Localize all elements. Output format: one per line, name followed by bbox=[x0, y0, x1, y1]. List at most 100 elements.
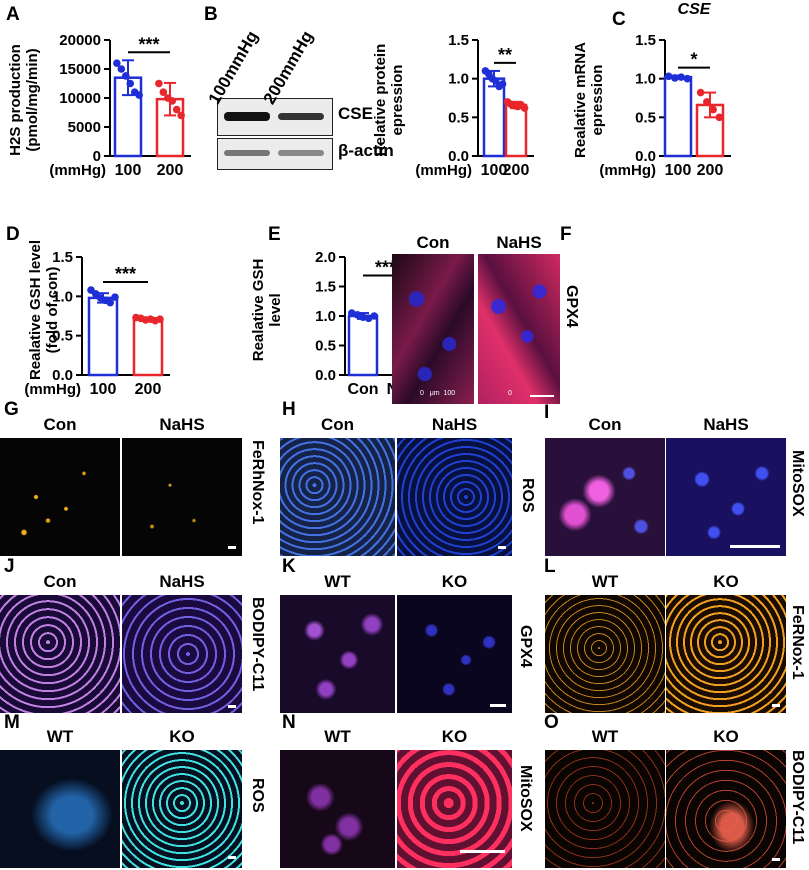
panel-letter-i: I bbox=[544, 402, 549, 423]
panel-j-header-1: Con bbox=[43, 572, 77, 591]
data-point bbox=[498, 80, 507, 88]
panel-k-scale-bar bbox=[490, 704, 506, 707]
data-point bbox=[715, 113, 724, 122]
y-tick-label: 1.0 bbox=[448, 71, 469, 88]
y-tick-label: 0.0 bbox=[448, 148, 469, 165]
y-axis-label-line: Realative GSH bbox=[250, 259, 267, 362]
data-point bbox=[126, 79, 135, 88]
panel-f-image-2 bbox=[478, 254, 560, 404]
bar bbox=[155, 97, 185, 158]
blot-band-label-cse: CSE bbox=[338, 104, 373, 123]
panel-l-header-1: WT bbox=[591, 572, 619, 591]
panel-m-header-1: WT bbox=[46, 727, 74, 746]
x-axis-label: (mmHg) bbox=[415, 162, 472, 179]
bar bbox=[347, 314, 379, 377]
panel-letter-j: J bbox=[4, 556, 15, 577]
panel-m-scale-bar bbox=[228, 856, 236, 859]
panel-n-header-1: WT bbox=[324, 727, 351, 746]
x-category-label: 200 bbox=[157, 162, 184, 179]
panel-k-image-1 bbox=[280, 595, 395, 713]
panel-letter-n: N bbox=[282, 712, 296, 733]
x-category-label: 100 bbox=[115, 162, 142, 179]
x-category-label: 100 bbox=[665, 162, 692, 179]
panel-o-header-1: WT bbox=[591, 727, 619, 746]
panel-h-header-2: NaHS bbox=[431, 415, 478, 434]
data-point bbox=[177, 111, 185, 120]
panel-f-header-1: Con bbox=[416, 233, 450, 252]
x-axis-label: (mmHg) bbox=[599, 162, 656, 179]
y-tick-label: 0.5 bbox=[635, 109, 656, 126]
panel-f-scale-text: 0 μm 100 bbox=[420, 390, 456, 397]
data-point bbox=[106, 298, 114, 307]
data-point bbox=[703, 98, 711, 106]
y-tick-label: 1.5 bbox=[448, 32, 469, 49]
y-axis-label: Relative proteinepression bbox=[372, 44, 406, 157]
panel-k-side-label: GPX4 bbox=[517, 625, 534, 668]
panel-n-side-label: MitoSOX bbox=[517, 765, 534, 832]
data-point bbox=[113, 59, 121, 67]
data-point bbox=[155, 79, 163, 88]
panel-g-image-1 bbox=[0, 438, 120, 556]
panel-g-side-label: FeRhNox-1 bbox=[249, 440, 266, 525]
data-point bbox=[671, 74, 679, 82]
y-axis-label-line: epression bbox=[389, 65, 406, 136]
panel-letter-o: O bbox=[544, 712, 559, 733]
bar bbox=[87, 296, 119, 377]
significance-label: *** bbox=[138, 34, 159, 54]
y-tick-label: 1.5 bbox=[52, 249, 73, 266]
y-tick-label: 0.0 bbox=[635, 148, 656, 165]
panel-n-image-2 bbox=[397, 750, 512, 868]
data-point bbox=[683, 74, 692, 83]
significance-label: *** bbox=[115, 264, 136, 284]
x-category-label: Con bbox=[347, 381, 378, 398]
panel-l-image-1 bbox=[545, 595, 665, 713]
y-tick-label: 1.0 bbox=[315, 308, 336, 325]
panel-g-image-2 bbox=[122, 438, 242, 556]
data-point bbox=[156, 315, 164, 323]
panel-m-image-2 bbox=[122, 750, 242, 868]
panel-letter-a: A bbox=[6, 4, 20, 25]
panel-h-scale-bar bbox=[498, 546, 506, 549]
panel-letter-l: L bbox=[544, 556, 556, 577]
panel-letter-k: K bbox=[282, 556, 296, 577]
panel-h-image-1 bbox=[280, 438, 395, 556]
panel-letter-h: H bbox=[282, 399, 296, 420]
panel-o-image-1 bbox=[545, 750, 665, 868]
y-axis-label-line: H2S production bbox=[7, 44, 24, 156]
panel-i-image-1 bbox=[545, 438, 665, 556]
panel-letter-d: D bbox=[6, 224, 20, 245]
panel-n-header-2: KO bbox=[441, 727, 468, 746]
panel-f-scale-text-2: 0 bbox=[508, 390, 512, 397]
significance-label: *** bbox=[375, 258, 396, 278]
panel-l-header-2: KO bbox=[713, 572, 739, 591]
chart-d: 0.0 0.5 1.0 1.5 100 200 (mmHg) *** Realative GSH… bbox=[24, 240, 170, 398]
panel-letter-g: G bbox=[4, 399, 19, 420]
panel-k-header-1: WT bbox=[324, 572, 351, 591]
y-tick-label: 0.5 bbox=[52, 328, 73, 345]
panel-g-header-1: Con bbox=[43, 415, 77, 434]
panel-l-side-label: FeRNox-1 bbox=[789, 605, 806, 680]
panel-m-header-2: KO bbox=[169, 727, 195, 746]
panel-f-side-label: GPX4 bbox=[563, 285, 580, 328]
panel-j-image-2 bbox=[122, 595, 242, 713]
y-tick-label: 20000 bbox=[59, 32, 101, 49]
panel-i-header-2: NaHS bbox=[703, 415, 749, 434]
data-point bbox=[117, 65, 126, 73]
blot-band-label-actin: β-actin bbox=[338, 141, 394, 160]
bar bbox=[504, 103, 528, 158]
panel-i-header-1: Con bbox=[588, 415, 622, 434]
panel-h-header-1: Con bbox=[320, 415, 355, 434]
y-axis-label-line: (fold of con) bbox=[44, 267, 61, 354]
y-tick-label: 1.0 bbox=[635, 71, 656, 88]
panel-k-image-2 bbox=[397, 595, 512, 713]
y-tick-label: 1.5 bbox=[315, 279, 336, 296]
panel-l-scale-bar bbox=[772, 704, 780, 707]
panel-o-scale-bar bbox=[772, 858, 780, 861]
x-category-label: 200 bbox=[135, 381, 162, 398]
data-point bbox=[677, 73, 685, 81]
data-point bbox=[172, 105, 181, 114]
chart-a: 0 5000 10000 15000 20000 100 200 (mmHg) *** H2S p… bbox=[7, 32, 191, 179]
panel-h-image-2 bbox=[397, 438, 512, 556]
